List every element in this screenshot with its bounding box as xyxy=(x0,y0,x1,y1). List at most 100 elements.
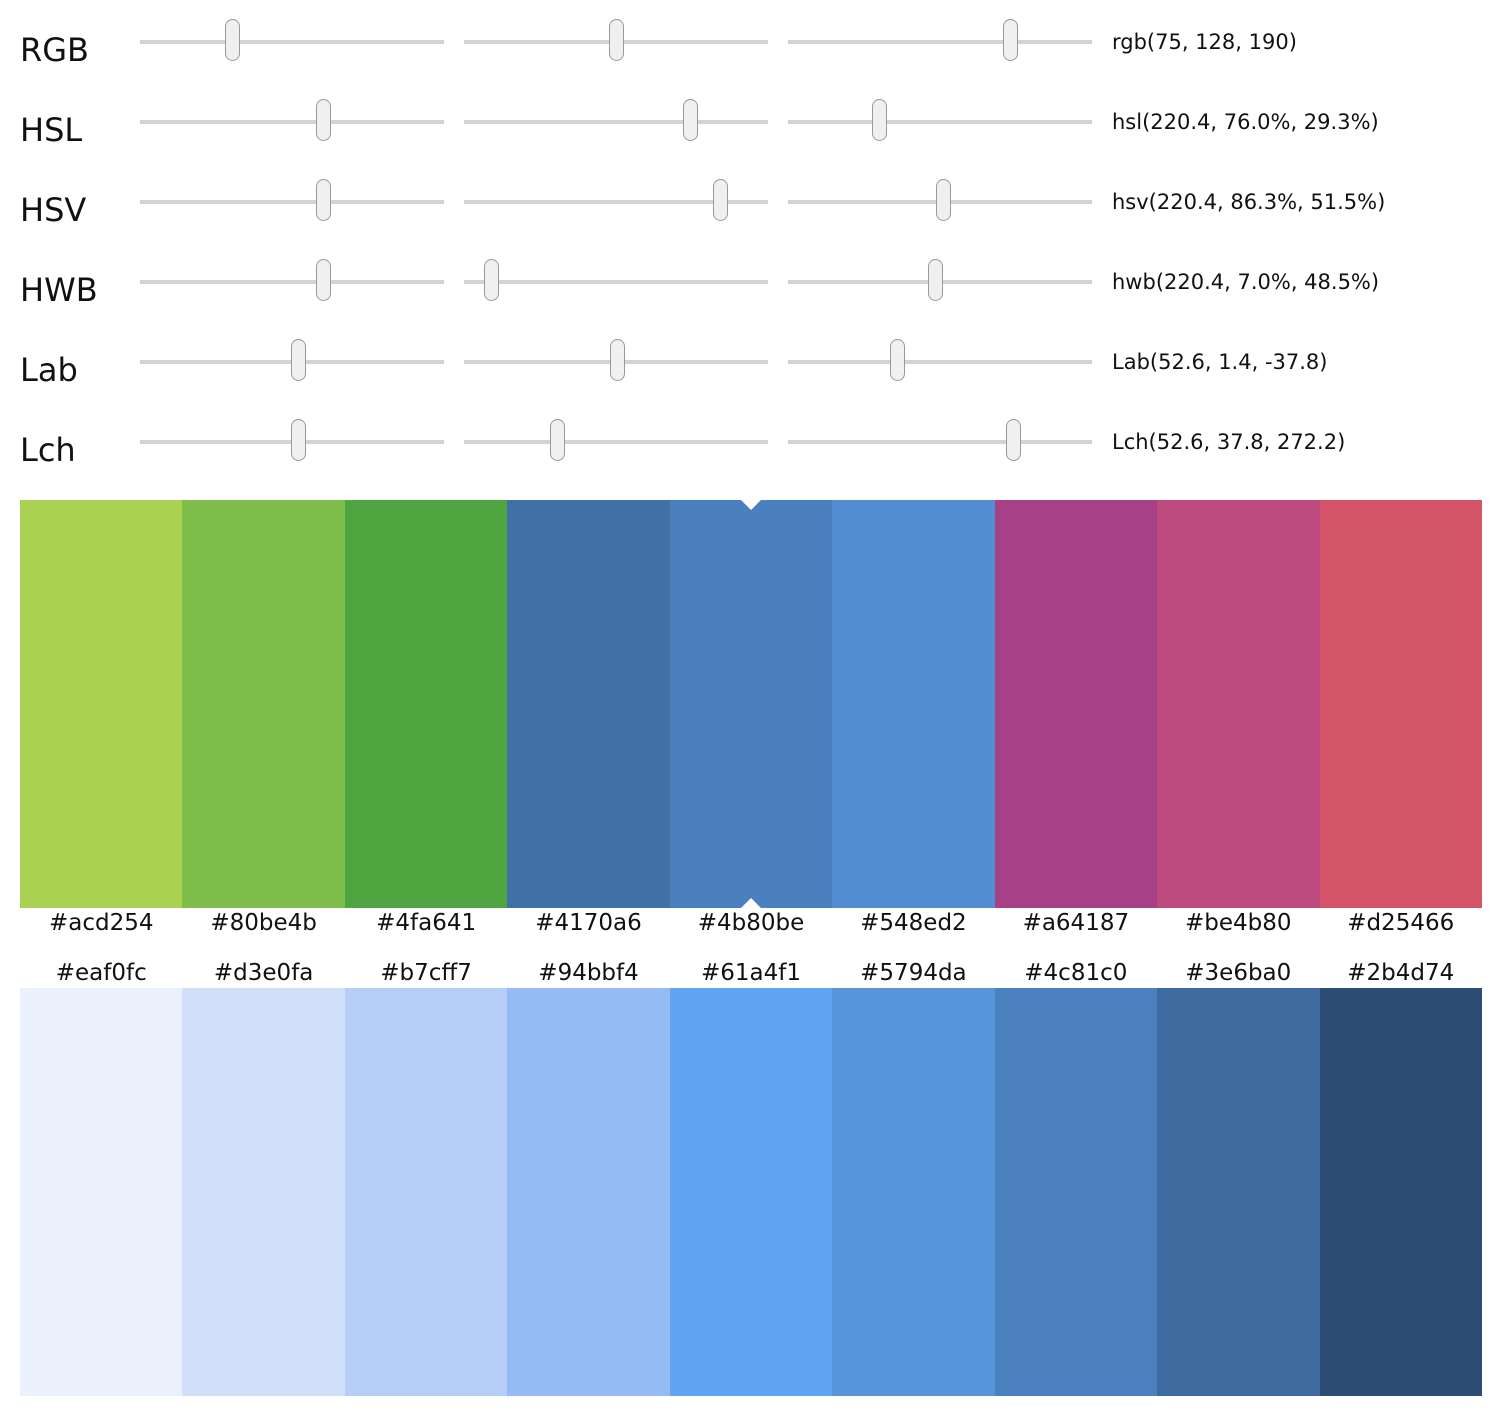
palette-swatch[interactable] xyxy=(182,500,345,908)
slider-handle[interactable] xyxy=(316,179,332,221)
slider-hsl-1[interactable] xyxy=(140,90,444,170)
slider-track[interactable] xyxy=(140,120,444,124)
slider-hsv-1[interactable] xyxy=(140,170,444,250)
hex-label: #94bbf4 xyxy=(538,960,639,986)
slider-track[interactable] xyxy=(788,40,1092,44)
slider-hsl-3[interactable] xyxy=(788,90,1092,170)
slider-lab-3[interactable] xyxy=(788,330,1092,410)
shade-swatch[interactable] xyxy=(832,988,995,1396)
slider-rgb-3[interactable] xyxy=(788,10,1092,90)
slider-track[interactable] xyxy=(140,200,444,204)
slider-track[interactable] xyxy=(788,360,1092,364)
slider-handle[interactable] xyxy=(1005,419,1021,461)
slider-row-rgb: RGB rgb(75, 128, 190) xyxy=(0,10,1501,90)
model-label: RGB xyxy=(20,31,89,69)
slider-handle[interactable] xyxy=(872,99,888,141)
palette-swatch[interactable] xyxy=(507,500,670,908)
shade-swatch[interactable] xyxy=(20,988,183,1396)
slider-handle[interactable] xyxy=(608,19,624,61)
slider-track[interactable] xyxy=(140,40,444,44)
slider-handle[interactable] xyxy=(889,339,905,381)
shade-swatch[interactable] xyxy=(507,988,670,1396)
model-value: hsl(220.4, 76.0%, 29.3%) xyxy=(1112,110,1379,134)
slider-handle[interactable] xyxy=(316,259,332,301)
slider-track[interactable] xyxy=(464,120,768,124)
shade-swatch[interactable] xyxy=(1319,988,1482,1396)
slider-handle[interactable] xyxy=(550,419,566,461)
hex-label: #b7cff7 xyxy=(380,960,472,986)
slider-hsv-3[interactable] xyxy=(788,170,1092,250)
shade-swatch[interactable] xyxy=(344,988,508,1396)
slider-track[interactable] xyxy=(464,440,768,444)
slider-track[interactable] xyxy=(788,120,1092,124)
slider-handle[interactable] xyxy=(316,99,332,141)
hex-label: #61a4f1 xyxy=(700,960,801,986)
selected-marker-icon xyxy=(740,898,761,908)
model-value: Lch(52.6, 37.8, 272.2) xyxy=(1112,430,1346,454)
slider-hwb-1[interactable] xyxy=(140,250,444,330)
hex-label: #3e6ba0 xyxy=(1185,960,1292,986)
slider-track[interactable] xyxy=(140,280,444,284)
slider-handle[interactable] xyxy=(610,339,626,381)
slider-handle[interactable] xyxy=(484,259,500,301)
palette-swatch[interactable] xyxy=(994,500,1158,908)
model-label: HSV xyxy=(20,191,87,229)
model-value: hsv(220.4, 86.3%, 51.5%) xyxy=(1112,190,1386,214)
hex-label: #5794da xyxy=(860,960,967,986)
slider-track[interactable] xyxy=(788,440,1092,444)
slider-lab-2[interactable] xyxy=(464,330,768,410)
slider-hsv-2[interactable] xyxy=(464,170,768,250)
slider-handle[interactable] xyxy=(224,19,240,61)
shade-hex-labels: #eaf0fc #d3e0fa #b7cff7 #94bbf4 #61a4f1 #5794… xyxy=(20,956,1482,990)
palette-swatch[interactable] xyxy=(669,500,833,908)
hex-label: #548ed2 xyxy=(860,910,967,936)
slider-handle[interactable] xyxy=(927,259,943,301)
slider-lab-1[interactable] xyxy=(140,330,444,410)
hex-label: #2b4d74 xyxy=(1347,960,1455,986)
palette-swatch[interactable] xyxy=(344,500,508,908)
palette-swatch[interactable] xyxy=(1319,500,1482,908)
shade-swatch[interactable] xyxy=(669,988,833,1396)
hex-label: #d25466 xyxy=(1347,910,1455,936)
slider-rgb-1[interactable] xyxy=(140,10,444,90)
slider-handle[interactable] xyxy=(682,99,698,141)
slider-handle[interactable] xyxy=(291,339,307,381)
hex-label: #80be4b xyxy=(210,910,317,936)
slider-row-lab: Lab Lab(52.6, 1.4, -37.8) xyxy=(0,330,1501,410)
hex-label: #a64187 xyxy=(1022,910,1130,936)
shade-swatch[interactable] xyxy=(182,988,345,1396)
slider-row-lch: Lch Lch(52.6, 37.8, 272.2) xyxy=(0,410,1501,490)
slider-handle[interactable] xyxy=(1002,19,1018,61)
slider-hwb-2[interactable] xyxy=(464,250,768,330)
palette-swatch[interactable] xyxy=(20,500,183,908)
shade-swatch[interactable] xyxy=(994,988,1158,1396)
model-label: Lch xyxy=(20,431,76,469)
slider-row-hwb: HWB hwb(220.4, 7.0%, 48.5%) xyxy=(0,250,1501,330)
slider-row-hsl: HSL hsl(220.4, 76.0%, 29.3%) xyxy=(0,90,1501,170)
slider-handle[interactable] xyxy=(712,179,728,221)
hex-label: #4170a6 xyxy=(535,910,642,936)
model-label: HWB xyxy=(20,271,98,309)
slider-track[interactable] xyxy=(464,280,768,284)
hex-label: #eaf0fc xyxy=(55,960,147,986)
hex-label: #d3e0fa xyxy=(213,960,314,986)
hex-label: #acd254 xyxy=(48,910,154,936)
palette-swatch[interactable] xyxy=(1157,500,1320,908)
slider-hsl-2[interactable] xyxy=(464,90,768,170)
slider-lch-1[interactable] xyxy=(140,410,444,490)
model-value: rgb(75, 128, 190) xyxy=(1112,30,1297,54)
slider-handle[interactable] xyxy=(936,179,952,221)
slider-hwb-3[interactable] xyxy=(788,250,1092,330)
model-label: Lab xyxy=(20,351,78,389)
palette-swatch[interactable] xyxy=(832,500,995,908)
shade-swatch[interactable] xyxy=(1157,988,1320,1396)
slider-rgb-2[interactable] xyxy=(464,10,768,90)
slider-lch-3[interactable] xyxy=(788,410,1092,490)
slider-lch-2[interactable] xyxy=(464,410,768,490)
selected-marker-icon xyxy=(740,500,761,510)
slider-row-hsv: HSV hsv(220.4, 86.3%, 51.5%) xyxy=(0,170,1501,250)
model-label: HSL xyxy=(20,111,83,149)
slider-track[interactable] xyxy=(464,200,768,204)
hex-label: #4fa641 xyxy=(376,910,477,936)
slider-handle[interactable] xyxy=(291,419,307,461)
